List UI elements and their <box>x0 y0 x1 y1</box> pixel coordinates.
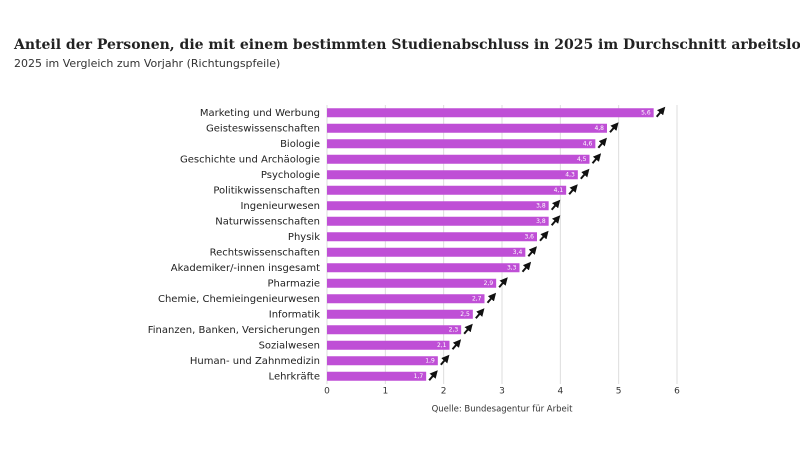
y-tick-label: Finanzen, Banken, Versicherungen <box>148 325 320 336</box>
x-tick-label: 1 <box>382 387 388 397</box>
y-tick-label: Rechtswissenschaften <box>210 247 320 258</box>
y-tick-label: Sozialwesen <box>259 340 320 351</box>
y-tick-label: Lehrkräfte <box>269 371 320 382</box>
y-tick-label: Pharmazie <box>268 278 320 289</box>
bar <box>327 325 462 335</box>
bar <box>327 154 590 164</box>
bar <box>327 232 537 242</box>
trend-arrow <box>428 370 438 381</box>
bar <box>327 278 497 288</box>
value-label: 5,6 <box>641 109 651 116</box>
value-label: 4,1 <box>554 187 564 194</box>
value-label: 4,6 <box>583 140 593 147</box>
chart-title: Anteil der Personen, die mit einem besti… <box>13 37 800 53</box>
bar <box>327 170 578 180</box>
trend-arrow <box>568 184 578 195</box>
y-tick-label: Ingenieurwesen <box>240 201 320 212</box>
y-tick-label: Chemie, Chemieingenieurwesen <box>158 294 320 305</box>
bar <box>327 294 485 304</box>
bar <box>327 108 654 118</box>
value-label: 2,5 <box>460 311 470 318</box>
value-label: 2,3 <box>449 326 459 333</box>
trend-arrow <box>609 122 619 133</box>
value-label: 2,9 <box>484 280 494 287</box>
bar <box>327 356 438 366</box>
bar <box>327 139 596 149</box>
y-tick-label: Geisteswissenschaften <box>206 123 320 134</box>
value-label: 3,6 <box>524 233 534 240</box>
chart-subtitle: 2025 im Vergleich zum Vorjahr (Richtungs… <box>14 57 280 70</box>
y-tick-label: Biologie <box>280 139 320 150</box>
bar <box>327 201 549 211</box>
value-label: 3,4 <box>513 249 523 256</box>
value-label: 3,8 <box>536 218 546 225</box>
bar <box>327 247 526 257</box>
value-label: 4,3 <box>565 171 575 178</box>
trend-arrow <box>597 137 607 149</box>
x-tick-label: 5 <box>616 387 622 397</box>
trend-arrow <box>550 215 561 226</box>
x-tick-label: 4 <box>557 387 563 397</box>
value-label: 2,7 <box>472 295 482 302</box>
bar <box>327 123 607 133</box>
trend-arrow <box>463 323 473 335</box>
x-tick-label: 2 <box>441 387 447 397</box>
trend-arrow <box>521 261 532 273</box>
y-tick-label: Psychologie <box>261 170 320 181</box>
trend-arrow <box>451 339 462 350</box>
trend-arrow <box>486 292 497 304</box>
source: Quelle: Bundesagentur für Arbeit <box>432 405 573 415</box>
x-tick-label: 0 <box>324 387 330 397</box>
bar <box>327 263 520 273</box>
value-label: 3,8 <box>536 202 546 209</box>
trend-arrow <box>539 230 549 242</box>
value-label: 3,3 <box>507 264 517 271</box>
value-label: 4,8 <box>594 125 604 132</box>
y-tick-label: Naturwissenschaften <box>215 216 320 227</box>
bar <box>327 216 549 226</box>
bar <box>327 185 567 195</box>
y-tick-label: Geschichte und Archäologie <box>180 154 320 165</box>
x-tick-label: 3 <box>499 387 505 397</box>
y-tick-label: Politikwissenschaften <box>213 185 320 196</box>
y-tick-label: Akademiker/-innen insgesamt <box>171 263 320 274</box>
trend-arrow <box>498 277 508 288</box>
trend-arrow <box>591 153 602 164</box>
value-label: 1,9 <box>425 357 435 364</box>
y-tick-label: Marketing und Werbung <box>200 108 320 119</box>
trend-arrow <box>527 246 537 257</box>
bar <box>327 371 427 381</box>
value-label: 1,7 <box>414 373 424 380</box>
x-tick-label: 6 <box>674 387 680 397</box>
trend-arrow <box>550 199 561 211</box>
trend-arrow <box>440 354 450 366</box>
trend-arrow <box>475 308 485 319</box>
bar <box>327 340 450 350</box>
value-label: 2,1 <box>437 342 447 349</box>
y-tick-label: Physik <box>288 232 320 243</box>
y-tick-label: Informatik <box>269 309 320 320</box>
value-label: 4,5 <box>577 156 587 163</box>
trend-arrow <box>580 168 590 180</box>
y-tick-label: Human- und Zahnmedizin <box>190 356 320 367</box>
bar <box>327 309 473 319</box>
trend-arrow <box>655 106 666 118</box>
